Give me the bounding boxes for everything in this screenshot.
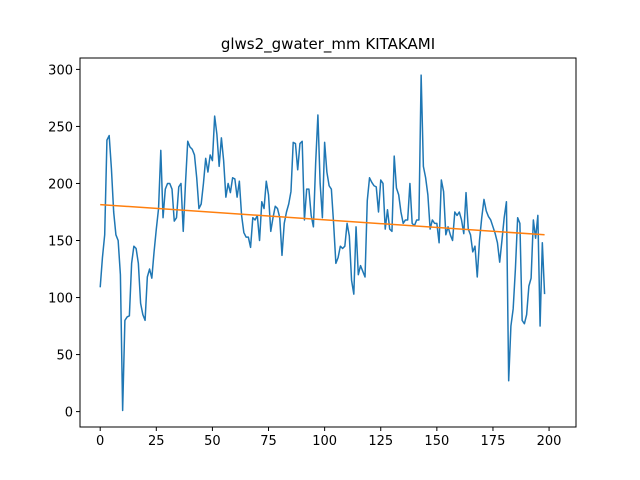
- x-tick-label: 75: [260, 434, 277, 449]
- y-tick-label: 200: [48, 177, 73, 192]
- series-line: [99, 74, 546, 412]
- y-tick-label: 0: [65, 406, 73, 421]
- axes-frame: [79, 57, 577, 428]
- plot-area: [99, 74, 546, 412]
- y-tick-label: 50: [56, 349, 73, 364]
- y-tick-label: 150: [48, 235, 73, 250]
- y-tick-label: 250: [48, 120, 73, 135]
- x-tick-label: 100: [312, 434, 337, 449]
- trend-line: [100, 203, 545, 236]
- x-tick-label: 125: [368, 434, 393, 449]
- chart-title: glws2_gwater_mm KITAKAMI: [221, 35, 435, 54]
- x-tick-label: 0: [96, 434, 104, 449]
- y-tick-label: 100: [48, 292, 73, 307]
- x-tick-label: 150: [424, 434, 449, 449]
- y-axis: 0 50 100 150 200 250 300: [48, 63, 80, 421]
- x-axis: 0 25 50 75 100 125 150 175 200: [96, 427, 561, 449]
- x-tick-label: 25: [148, 434, 165, 449]
- x-tick-label: 175: [481, 434, 506, 449]
- x-tick-label: 200: [537, 434, 562, 449]
- y-tick-label: 300: [48, 63, 73, 78]
- x-tick-label: 50: [204, 434, 221, 449]
